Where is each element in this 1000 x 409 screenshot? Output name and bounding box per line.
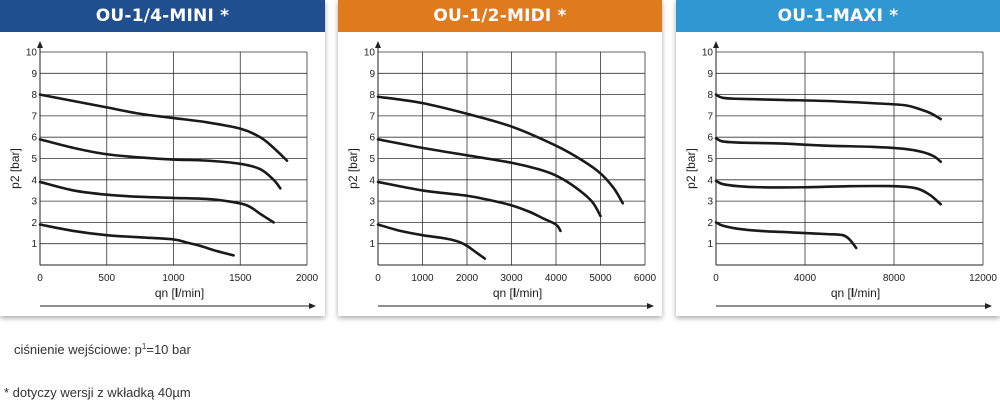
series-line-3 xyxy=(714,179,943,206)
series-line-1 xyxy=(376,95,625,205)
x-tick-label: 6000 xyxy=(634,273,657,284)
flow-arrow-head xyxy=(309,303,316,309)
panel-midi: OU-1/2-MIDI * 1 2 3 4 5 6 7 8 9 10 0 1000 2000 3000 40… xyxy=(338,0,662,316)
y-tick-label: 3 xyxy=(369,197,375,208)
inlet-pressure-superscript: 1 xyxy=(141,342,147,351)
x-tick-label: 1500 xyxy=(229,273,252,284)
flow-arrow-head xyxy=(985,303,992,309)
panel-title: OU-1-MAXI * xyxy=(676,0,1000,32)
x-tick-label: 4000 xyxy=(794,273,817,284)
y-tick-label: 3 xyxy=(31,197,37,208)
x-tick-label: 1000 xyxy=(411,273,434,284)
panel-title: OU-1/2-MIDI * xyxy=(338,0,662,32)
series-line-4 xyxy=(38,223,235,257)
y-tick-label: 7 xyxy=(31,111,37,122)
inlet-pressure-prefix: ciśnienie wejściowe: p xyxy=(14,342,142,357)
y-tick-label: 10 xyxy=(702,48,714,59)
series-line-3 xyxy=(38,180,275,224)
y-tick-label: 2 xyxy=(31,218,37,229)
x-axis-label: qn [l/min] xyxy=(155,286,204,300)
y-tick-label: 7 xyxy=(369,111,375,122)
x-tick-label: 3000 xyxy=(500,273,523,284)
y-axis-label: p2 [bar] xyxy=(8,148,22,189)
x-tick-label: 500 xyxy=(98,273,115,284)
x-tick-label: 5000 xyxy=(589,273,612,284)
y-axis-label: p2 [bar] xyxy=(346,148,360,189)
y-tick-label: 9 xyxy=(707,69,713,80)
y-tick-label: 10 xyxy=(364,48,376,59)
y-tick-label: 2 xyxy=(707,218,713,229)
x-tick-label: 4000 xyxy=(545,273,568,284)
y-tick-label: 4 xyxy=(369,175,375,186)
x-axis-label: qn [l/min] xyxy=(493,286,542,300)
y-tick-label: 9 xyxy=(369,69,375,80)
y-tick-label: 5 xyxy=(369,154,375,165)
y-tick-label: 6 xyxy=(369,133,375,144)
panel-title: OU-1/4-MINI * xyxy=(0,0,325,32)
x-tick-label: 0 xyxy=(37,273,43,284)
x-tick-label: 1000 xyxy=(162,273,185,284)
y-tick-label: 6 xyxy=(707,133,713,144)
x-tick-label: 8000 xyxy=(883,273,906,284)
y-tick-label: 1 xyxy=(369,239,375,250)
series-line-4 xyxy=(376,223,487,260)
x-tick-label: 2000 xyxy=(456,273,479,284)
y-tick-label: 8 xyxy=(707,90,713,101)
series-line-1 xyxy=(714,93,943,121)
chart-maxi: 1 2 3 4 5 6 7 8 9 10 0 4000 8000 12000 p2 [bar] qn [l/m… xyxy=(684,41,997,309)
series-line-1 xyxy=(38,93,289,162)
x-tick-label: 0 xyxy=(375,273,381,284)
y-axis-label: p2 [bar] xyxy=(684,148,698,189)
y-tick-label: 5 xyxy=(707,154,713,165)
inlet-pressure-suffix: =10 bar xyxy=(146,342,191,357)
y-tick-label: 4 xyxy=(31,175,37,186)
x-tick-label: 0 xyxy=(713,273,719,284)
y-tick-label: 8 xyxy=(31,90,37,101)
series-line-2 xyxy=(714,136,943,163)
y-tick-label: 1 xyxy=(31,239,37,250)
series-line-3 xyxy=(376,180,562,233)
y-axis-arrow xyxy=(375,41,381,48)
series-line-4 xyxy=(714,221,858,250)
y-tick-label: 3 xyxy=(707,197,713,208)
inlet-pressure-note: ciśnienie wejściowe: p1=10 bar xyxy=(14,342,191,357)
y-tick-label: 9 xyxy=(31,69,37,80)
y-axis-arrow xyxy=(713,41,719,48)
y-tick-label: 7 xyxy=(707,111,713,122)
y-tick-label: 6 xyxy=(31,133,37,144)
x-tick-label: 12000 xyxy=(969,273,997,284)
y-tick-label: 1 xyxy=(707,239,713,250)
y-axis-arrow xyxy=(37,41,43,48)
chart-mini: 1 2 3 4 5 6 7 8 9 10 0 500 1000 1500 2000 p2 [bar] qn [l… xyxy=(8,41,319,309)
y-tick-label: 8 xyxy=(369,90,375,101)
chart-midi: 1 2 3 4 5 6 7 8 9 10 0 1000 2000 3000 4000 5000 6000 p2 [… xyxy=(346,41,657,309)
series-line-2 xyxy=(376,138,602,218)
y-tick-label: 10 xyxy=(26,48,38,59)
series-line-2 xyxy=(38,138,282,190)
version-note: * dotyczy wersji z wkładką 40µm xyxy=(4,385,191,400)
y-tick-label: 4 xyxy=(707,175,713,186)
flow-arrow-head xyxy=(647,303,654,309)
y-tick-label: 2 xyxy=(369,218,375,229)
x-tick-label: 2000 xyxy=(296,273,319,284)
y-tick-label: 5 xyxy=(31,154,37,165)
panel-maxi: OU-1-MAXI * 1 2 3 4 5 6 7 8 9 10 0 4000 8000 12000 p2 … xyxy=(676,0,1000,316)
x-axis-label: qn [l/min] xyxy=(831,286,880,300)
panel-mini: OU-1/4-MINI * 1 2 3 4 5 6 7 8 9 10 0 500 1000 1500 200… xyxy=(0,0,325,316)
